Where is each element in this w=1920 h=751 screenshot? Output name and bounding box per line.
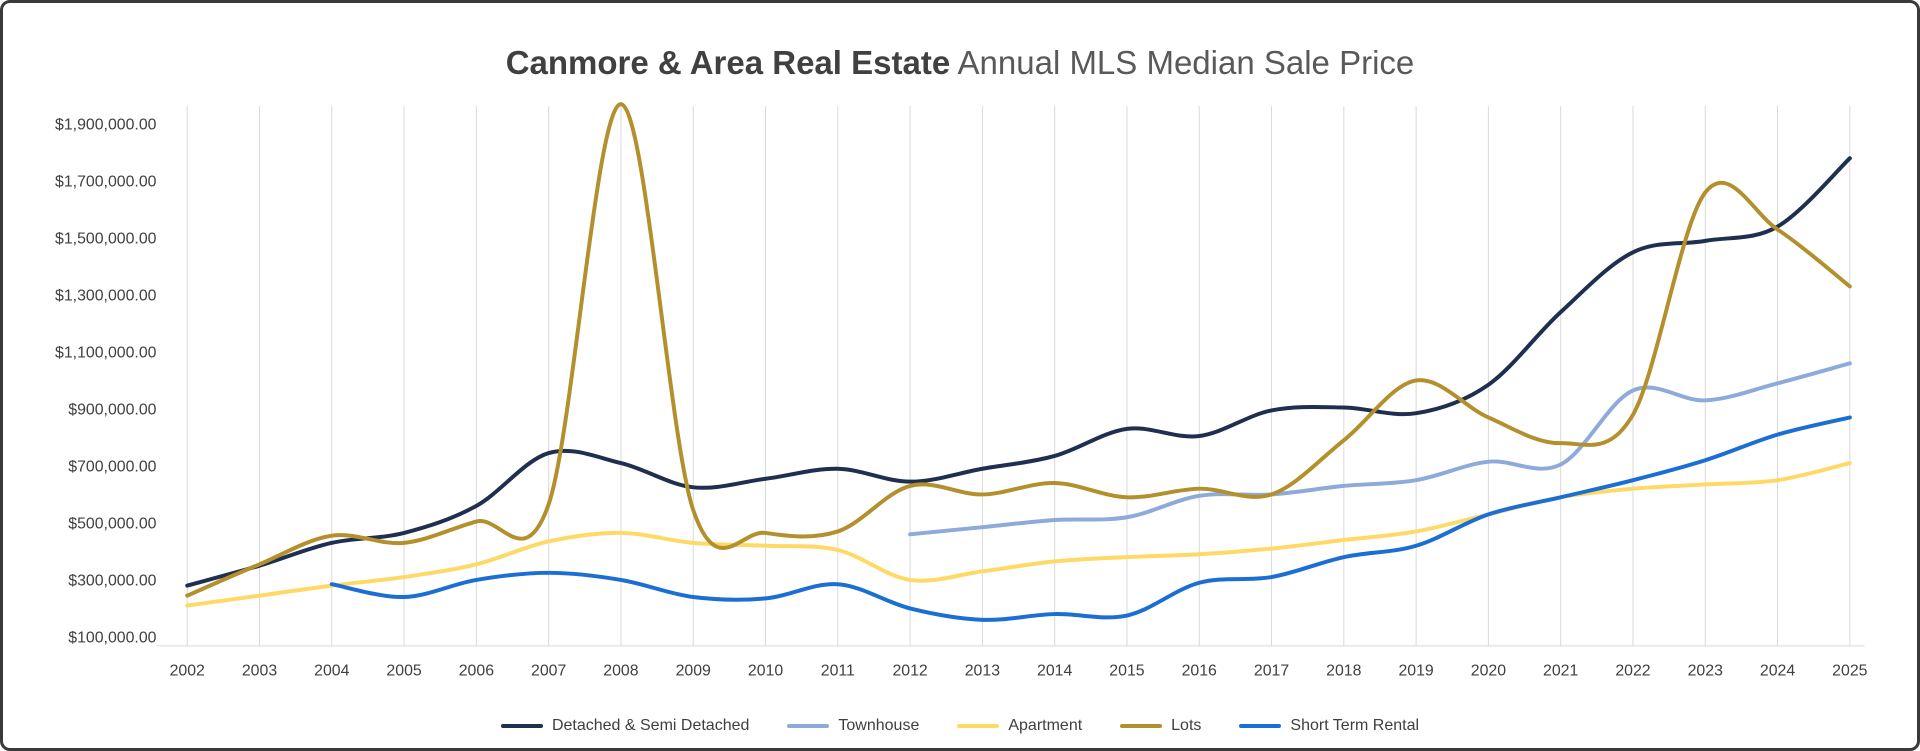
legend-item-lots: Lots (1120, 717, 1201, 735)
x-tick-label: 2014 (1037, 663, 1072, 680)
x-axis-labels: 2002 2003 2004 2005 2006 2007 2008 2009 2010 2011… (170, 663, 1868, 680)
legend-label-lots: Lots (1171, 717, 1202, 734)
y-tick-label: $300,000.00 (68, 572, 156, 589)
x-tick-label: 2017 (1254, 663, 1289, 680)
x-tick-label: 2021 (1543, 663, 1578, 680)
y-axis-labels: $1,900,000.00 $1,700,000.00 $1,500,000.00 $… (55, 116, 157, 646)
legend-swatch-short-term-rental (1239, 724, 1282, 728)
legend-item-short-term-rental: Short Term Rental (1239, 717, 1419, 735)
y-tick-label: $700,000.00 (68, 458, 156, 475)
x-tick-label: 2025 (1832, 663, 1867, 680)
legend-label-apartment: Apartment (1008, 717, 1083, 734)
legend-item-detached-semi-detached: Detached & Semi Detached (500, 717, 750, 735)
legend-label-short-term-rental: Short Term Rental (1290, 717, 1420, 734)
y-tick-label: $1,300,000.00 (55, 287, 157, 304)
series-line-short-term-rental (329, 415, 1852, 622)
x-tick-label: 2011 (821, 663, 855, 680)
chart-title-bold: Canmore & Area Real Estate (505, 44, 951, 81)
x-tick-label: 2012 (892, 663, 927, 680)
chart-legend: Detached & Semi Detached Townhouse Apartme… (3, 717, 1917, 735)
x-tick-label: 2009 (676, 663, 711, 680)
x-tick-label: 2019 (1398, 663, 1433, 680)
legend-swatch-detached-semi-detached (500, 724, 543, 728)
line-chart: $1,900,000.00 $1,700,000.00 $1,500,000.00 $… (55, 102, 1868, 680)
legend-label-detached-semi-detached: Detached & Semi Detached (551, 717, 750, 734)
x-tick-label: 2002 (170, 663, 205, 680)
legend-item-apartment: Apartment (957, 717, 1082, 735)
y-tick-label: $1,700,000.00 (55, 173, 157, 190)
x-tick-label: 2018 (1326, 663, 1361, 680)
series-line-townhouse (908, 361, 1852, 537)
legend-swatch-townhouse (787, 724, 830, 728)
x-tick-label: 2005 (386, 663, 421, 680)
x-tick-label: 2023 (1688, 663, 1723, 680)
legend-swatch-lots (1120, 724, 1163, 728)
x-tick-label: 2004 (314, 663, 349, 680)
x-tick-label: 2022 (1615, 663, 1650, 680)
y-tick-label: $900,000.00 (68, 401, 156, 418)
legend-swatch-apartment (957, 724, 1000, 728)
x-tick-label: 2006 (459, 663, 494, 680)
x-tick-label: 2010 (748, 663, 783, 680)
x-tick-label: 2008 (603, 663, 638, 680)
x-tick-label: 2015 (1109, 663, 1144, 680)
y-tick-label: $1,900,000.00 (55, 116, 157, 133)
chart-title: Canmore & Area Real Estate Annual MLS Me… (3, 44, 1917, 81)
chart-title-regular: Annual MLS Median Sale Price (950, 44, 1415, 81)
legend-item-townhouse: Townhouse (787, 717, 919, 735)
x-tick-label: 2013 (965, 663, 1000, 680)
legend-label-townhouse: Townhouse (838, 717, 920, 734)
y-tick-label: $100,000.00 (68, 629, 156, 646)
series-line-lots (185, 102, 1852, 598)
x-tick-label: 2016 (1182, 663, 1217, 680)
y-tick-label: $500,000.00 (68, 515, 156, 532)
x-tick-label: 2024 (1760, 663, 1795, 680)
x-tick-label: 2003 (242, 663, 277, 680)
x-tick-label: 2007 (531, 663, 566, 680)
x-tick-label: 2020 (1471, 663, 1506, 680)
y-tick-label: $1,500,000.00 (55, 230, 157, 247)
series-line-detached-semi-detached (185, 156, 1852, 588)
y-tick-label: $1,100,000.00 (55, 344, 157, 361)
